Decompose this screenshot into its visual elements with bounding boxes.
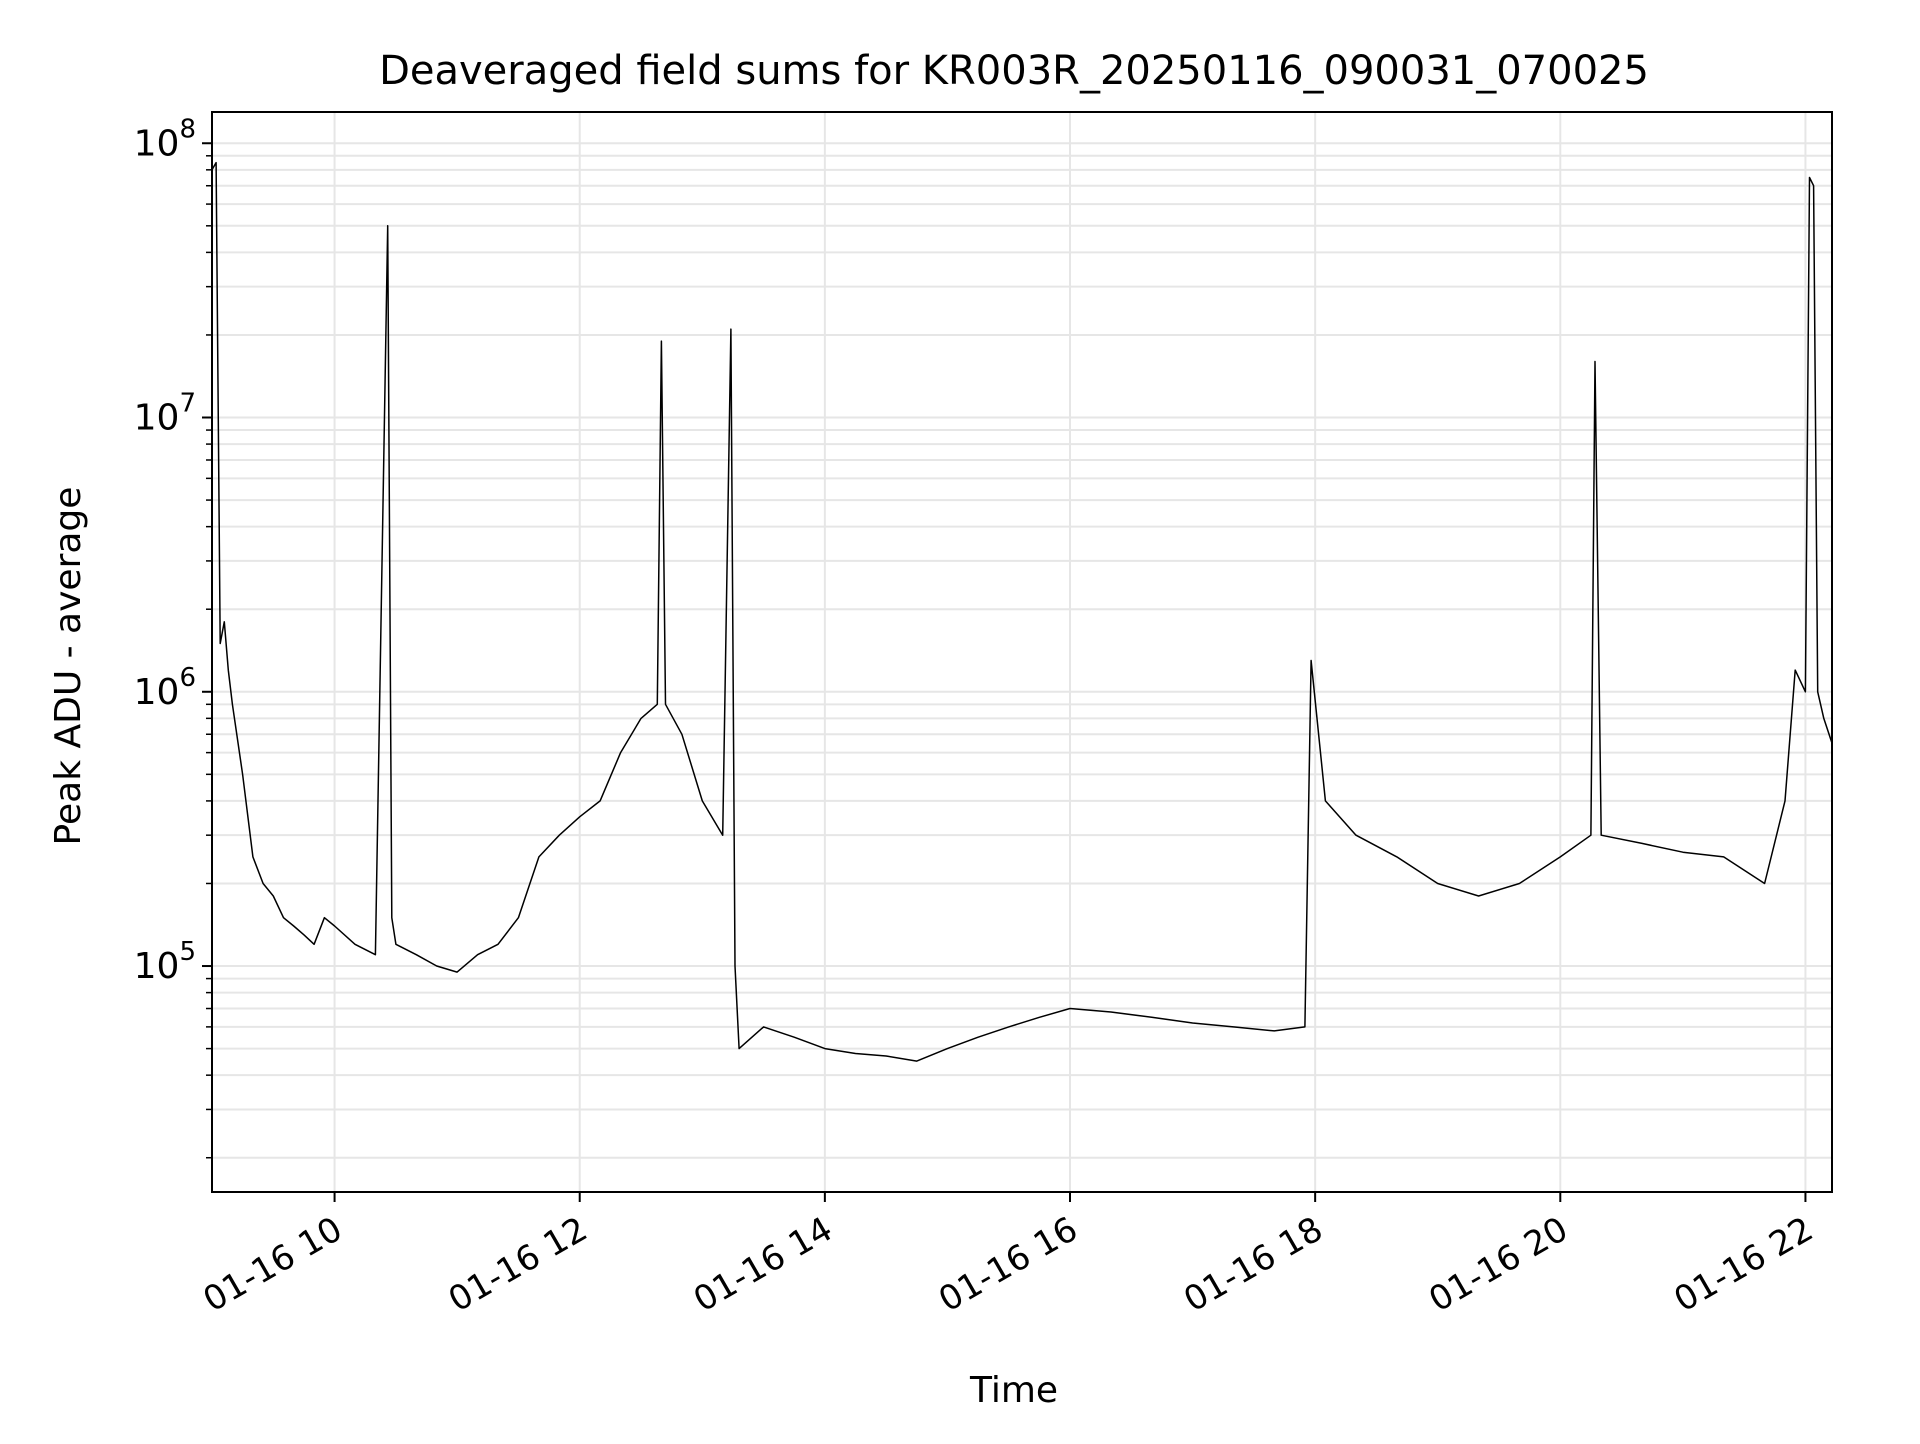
chart-title: Deaveraged field sums for KR003R_2025011… [379, 48, 1649, 94]
y-axis: 105 106 107 108 [134, 114, 212, 1159]
plot-frame [211, 111, 1833, 1193]
grid-layer [212, 112, 1832, 1192]
y-tick-label: 106 [134, 663, 196, 713]
series-layer [211, 161, 1833, 1062]
x-axis-label: Time [969, 1370, 1058, 1411]
y-tick-label: 105 [134, 937, 196, 987]
series-line [211, 161, 1833, 1062]
y-axis-label: Peak ADU - average [48, 487, 89, 846]
y-tick-label: 107 [134, 389, 196, 439]
y-tick-label: 108 [134, 114, 196, 164]
